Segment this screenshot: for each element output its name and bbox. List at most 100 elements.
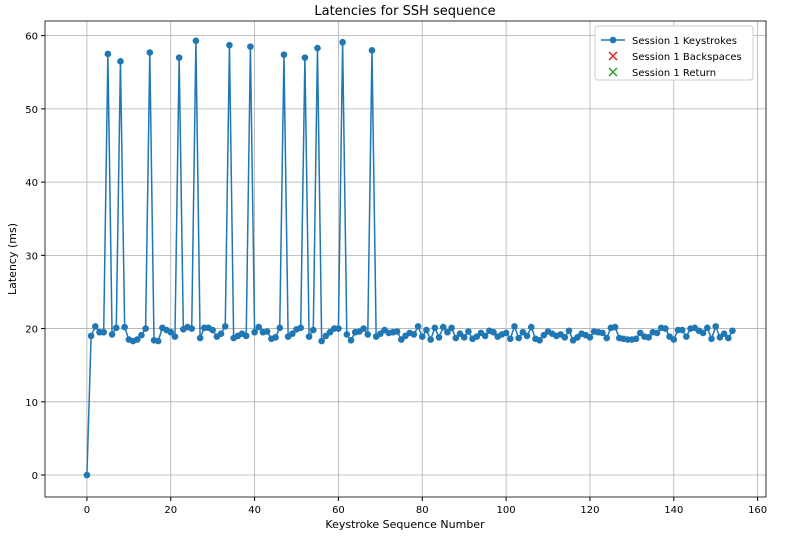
keystroke-point [599, 329, 606, 337]
keystroke-point [289, 330, 296, 337]
keystroke-point [276, 324, 284, 332]
keystroke-point [368, 46, 376, 54]
keystroke-point [527, 323, 535, 331]
keystroke-point [523, 332, 531, 340]
keystroke-point [142, 325, 149, 332]
keystroke-point [297, 324, 305, 332]
legend-label: Session 1 Return [632, 68, 716, 79]
keystroke-point [121, 323, 128, 331]
keystroke-point [481, 332, 489, 340]
keystroke-point [439, 323, 447, 331]
keystroke-point [242, 332, 250, 340]
keystroke-point [699, 329, 707, 337]
x-tick-label: 20 [164, 505, 177, 516]
keystroke-point [171, 333, 179, 340]
keystroke-point [175, 54, 183, 61]
x-tick-label: 120 [580, 505, 599, 516]
keystroke-point [586, 334, 594, 341]
y-tick-label: 40 [25, 178, 38, 189]
keystroke-point [611, 323, 619, 331]
keystroke-point [536, 336, 543, 344]
keystroke-point [192, 37, 200, 45]
legend-label: Session 1 Backspaces [632, 52, 742, 63]
keystroke-point [410, 331, 418, 338]
plot-frame [44, 20, 767, 498]
keystroke-point [272, 334, 279, 341]
keystroke-point [83, 471, 91, 479]
keystroke-point [724, 334, 732, 342]
keystroke-point [435, 334, 443, 341]
keystroke-point [460, 334, 468, 341]
keystroke-point [683, 333, 690, 340]
keystroke-point [708, 335, 715, 343]
keystroke-point [670, 336, 678, 343]
y-tick-label: 0 [32, 471, 38, 482]
keystroke-point [678, 326, 686, 334]
y-tick-label: 50 [25, 105, 38, 116]
keystroke-point [104, 50, 112, 58]
keystroke-point [490, 328, 497, 336]
keystroke-point [662, 325, 669, 332]
keystroke-point [305, 333, 313, 340]
legend-marker-circle [609, 36, 617, 44]
x-tick-label: 100 [497, 505, 516, 516]
keystroke-point [565, 327, 573, 335]
y-tick-label: 10 [25, 398, 38, 409]
legend-marker-x [608, 67, 618, 77]
keystroke-point [196, 334, 204, 342]
keystroke-point [100, 328, 107, 336]
keystroke-point [188, 325, 196, 332]
keystroke-point [154, 337, 162, 345]
keystroke-point [632, 335, 640, 343]
x-tick-label: 40 [248, 505, 261, 516]
keystroke-point [133, 336, 141, 343]
keystroke-point [255, 323, 263, 331]
keystroke-point [452, 334, 460, 342]
y-tick-label: 60 [25, 32, 38, 43]
keystroke-point [561, 334, 569, 341]
keystroke-point [645, 334, 652, 341]
keystroke-point [280, 51, 288, 58]
keystroke-point [502, 329, 510, 337]
keystroke-point [364, 331, 372, 338]
keystroke-point [712, 323, 719, 330]
keystroke-point [263, 328, 271, 335]
keystroke-point [167, 328, 175, 336]
x-axis-label: Keystroke Sequence Number [325, 518, 485, 531]
legend-marker-x [608, 51, 618, 61]
keystroke-point [418, 333, 426, 340]
keystroke-point [221, 323, 229, 330]
keystroke-point [515, 334, 522, 342]
keystroke-point [217, 330, 225, 337]
keystroke-point [511, 323, 518, 330]
keystroke-point [448, 324, 455, 332]
keystroke-point [146, 49, 154, 56]
legend-label: Session 1 Keystrokes [632, 36, 737, 47]
keystroke-point [653, 329, 661, 337]
y-tick-label: 20 [25, 325, 38, 336]
keystroke-point [108, 331, 116, 338]
keystroke-point [309, 326, 317, 334]
keystroke-point [360, 325, 367, 332]
keystroke-point [704, 324, 711, 332]
keystroke-point [339, 38, 346, 46]
x-tick-label: 160 [748, 505, 767, 516]
keystroke-point [347, 336, 355, 344]
keystroke-point [423, 326, 430, 334]
x-tick-label: 80 [416, 505, 429, 516]
keystroke-point [720, 330, 728, 337]
keystroke-point [414, 323, 422, 330]
keystroke-point [251, 328, 258, 336]
keystroke-point [226, 41, 233, 49]
keystroke-point [138, 331, 145, 339]
keystroke-point [247, 43, 254, 50]
keystroke-point [301, 54, 309, 61]
keystroke-point [209, 326, 216, 334]
keystroke-point [465, 328, 472, 335]
chart-title: Latencies for SSH sequence [314, 4, 495, 19]
x-tick-label: 60 [332, 505, 345, 516]
keystroke-point [318, 337, 325, 345]
x-tick-label: 0 [84, 505, 90, 516]
keystroke-point [431, 324, 439, 332]
